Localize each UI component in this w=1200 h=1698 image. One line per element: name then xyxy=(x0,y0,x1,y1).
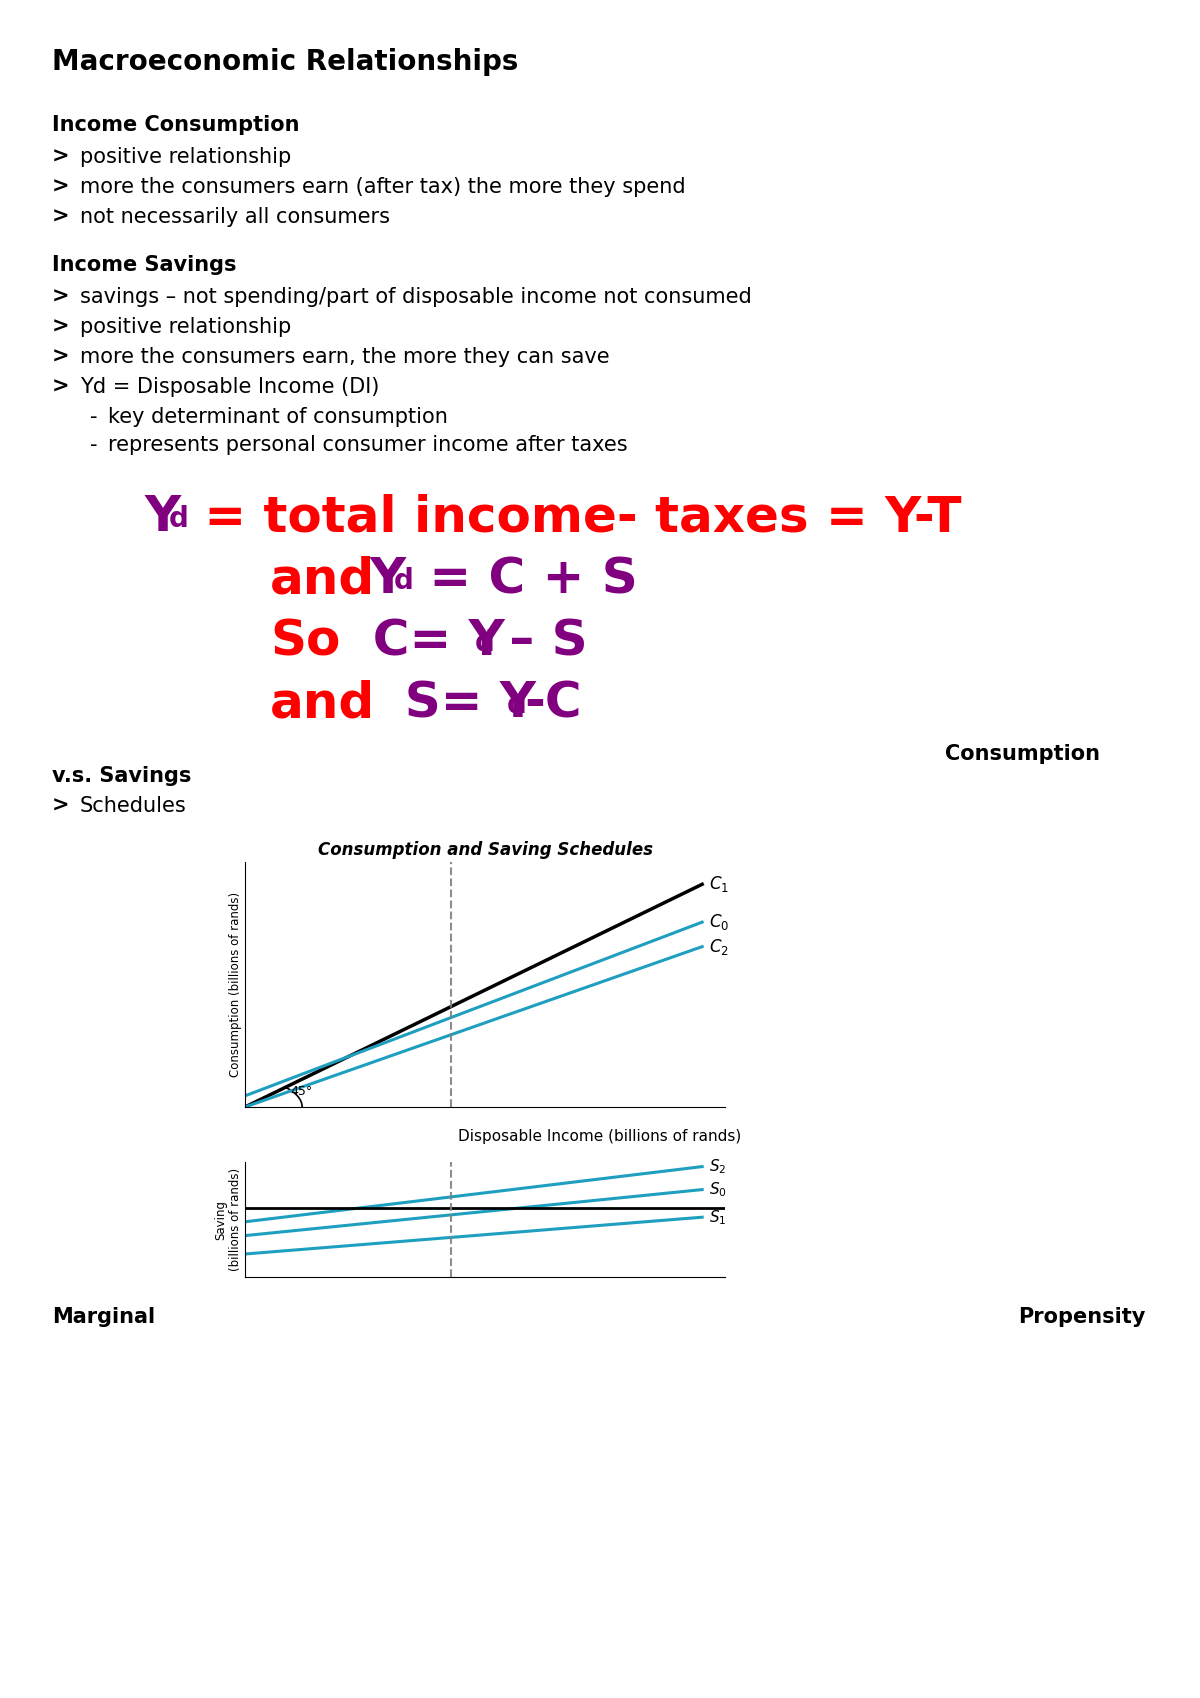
Text: Consumption: Consumption xyxy=(946,744,1100,764)
Text: -: - xyxy=(90,435,97,455)
Text: C= Y: C= Y xyxy=(338,616,505,666)
Text: S= Y: S= Y xyxy=(370,679,536,727)
Text: v.s. Savings: v.s. Savings xyxy=(52,766,191,786)
Text: Disposable Income (billions of rands): Disposable Income (billions of rands) xyxy=(458,1129,742,1143)
Text: Income Consumption: Income Consumption xyxy=(52,115,300,136)
Text: Schedules: Schedules xyxy=(80,796,187,817)
Text: savings – not spending/part of disposable income not consumed: savings – not spending/part of disposabl… xyxy=(80,287,751,307)
Text: >: > xyxy=(52,148,70,166)
Text: >: > xyxy=(52,207,70,228)
Text: 45°: 45° xyxy=(290,1085,313,1099)
Text: and: and xyxy=(270,679,376,727)
Text: and: and xyxy=(270,555,376,603)
Text: $\mathit{S_2}$: $\mathit{S_2}$ xyxy=(709,1158,726,1177)
Text: d: d xyxy=(169,504,188,533)
Text: = total income- taxes = Y-T: = total income- taxes = Y-T xyxy=(187,492,961,542)
Text: >: > xyxy=(52,346,70,367)
Text: more the consumers earn (after tax) the more they spend: more the consumers earn (after tax) the … xyxy=(80,177,685,197)
Text: >: > xyxy=(52,177,70,197)
Text: >: > xyxy=(52,377,70,397)
Text: – S: – S xyxy=(492,616,588,666)
Text: Macroeconomic Relationships: Macroeconomic Relationships xyxy=(52,48,518,76)
Text: Marginal: Marginal xyxy=(52,1307,155,1328)
Text: Y: Y xyxy=(145,492,181,542)
Text: positive relationship: positive relationship xyxy=(80,318,292,336)
Text: d: d xyxy=(475,628,494,657)
Text: $\mathit{C_0}$: $\mathit{C_0}$ xyxy=(709,912,730,932)
Y-axis label: Consumption (billions of rands): Consumption (billions of rands) xyxy=(229,891,242,1077)
Title: Consumption and Saving Schedules: Consumption and Saving Schedules xyxy=(318,841,653,859)
Text: $\mathit{C_1}$: $\mathit{C_1}$ xyxy=(709,874,728,895)
Text: Income Savings: Income Savings xyxy=(52,255,236,275)
Y-axis label: Saving
(billions of rands): Saving (billions of rands) xyxy=(215,1168,242,1272)
Text: positive relationship: positive relationship xyxy=(80,148,292,166)
Text: >: > xyxy=(52,318,70,336)
Text: d: d xyxy=(394,567,414,594)
Text: >: > xyxy=(52,287,70,307)
Text: Propensity: Propensity xyxy=(1018,1307,1145,1328)
Text: d: d xyxy=(508,691,527,718)
Text: $\mathit{S_0}$: $\mathit{S_0}$ xyxy=(709,1180,727,1199)
Text: >: > xyxy=(52,796,70,817)
Text: -: - xyxy=(90,408,97,426)
Text: Y: Y xyxy=(370,555,406,603)
Text: $\mathit{S_1}$: $\mathit{S_1}$ xyxy=(709,1207,726,1226)
Text: not necessarily all consumers: not necessarily all consumers xyxy=(80,207,390,228)
Text: more the consumers earn, the more they can save: more the consumers earn, the more they c… xyxy=(80,346,610,367)
Text: -C: -C xyxy=(524,679,582,727)
Text: represents personal consumer income after taxes: represents personal consumer income afte… xyxy=(108,435,628,455)
Text: $\mathit{C_2}$: $\mathit{C_2}$ xyxy=(709,937,728,956)
Text: So: So xyxy=(270,616,341,666)
Text: Yd = Disposable Income (DI): Yd = Disposable Income (DI) xyxy=(80,377,379,397)
Text: key determinant of consumption: key determinant of consumption xyxy=(108,408,448,426)
Text: = C + S: = C + S xyxy=(412,555,637,603)
